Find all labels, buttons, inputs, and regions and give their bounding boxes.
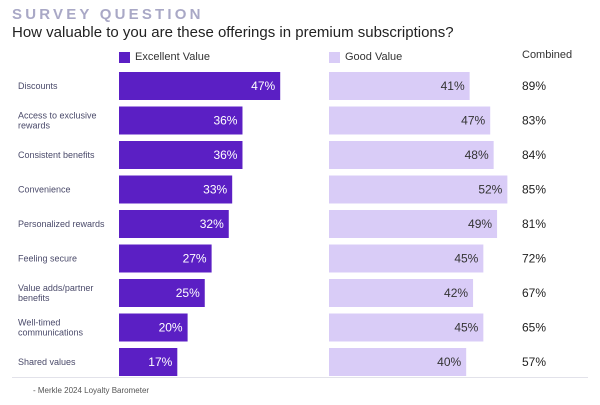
bar-good-label: 41% [441, 79, 465, 93]
bar-excellent-label: 33% [203, 183, 227, 197]
category-label: Value adds/partner benefits [18, 283, 93, 303]
category-label: Well-timed communications [18, 318, 84, 338]
combined-value: 67% [522, 286, 546, 300]
bar-good-label: 40% [437, 355, 461, 369]
bar-excellent [119, 279, 205, 307]
bar-excellent-label: 32% [200, 217, 224, 231]
bar-good [329, 244, 484, 273]
combined-value: 57% [522, 355, 546, 369]
combined-value: 85% [522, 183, 546, 197]
legend-excellent-label: Excellent Value [135, 51, 211, 63]
category-label: Shared values [18, 357, 76, 367]
survey-question: How valuable to you are these offerings … [12, 24, 454, 41]
bar-excellent [119, 106, 243, 135]
bar-good [329, 141, 494, 169]
bar-good [329, 210, 498, 238]
bar-excellent [119, 348, 178, 376]
bar-good [329, 313, 484, 342]
legend-good-label: Good Value [345, 51, 403, 63]
source-note: - Merkle 2024 Loyalty Barometer [33, 386, 150, 395]
category-label: Access to exclusive rewards [18, 111, 97, 131]
combined-value: 83% [522, 114, 546, 128]
category-label: Personalized rewards [18, 219, 105, 229]
bar-good [329, 279, 474, 307]
legend-good-swatch [329, 51, 340, 63]
bar-good-label: 47% [461, 114, 485, 128]
legend-excellent: Excellent Value [119, 49, 210, 65]
bar-excellent-label: 17% [148, 355, 172, 369]
bar-good-label: 45% [454, 252, 478, 266]
bar-excellent [119, 244, 212, 273]
legend-good: Good Value [329, 49, 402, 65]
combined-header: Combined [522, 49, 573, 61]
bar-excellent [119, 313, 188, 342]
legend-excellent-swatch [119, 51, 130, 63]
category-label: Discounts [18, 81, 58, 91]
bar-excellent [119, 210, 229, 238]
category-label: Feeling secure [18, 254, 77, 264]
bar-good-label: 52% [478, 183, 502, 197]
bar-good [329, 175, 508, 204]
bar-good [329, 348, 467, 376]
footer-divider [12, 377, 588, 378]
bar-good-label: 42% [444, 286, 468, 300]
category-label: Convenience [18, 185, 71, 195]
survey-kicker: SURVEY QUESTION [12, 6, 204, 23]
bar-chart: Discounts 47% 41% 89% Access to exclusive rew… [18, 72, 546, 376]
combined-value: 84% [522, 148, 546, 162]
bar-excellent-label: 27% [183, 252, 207, 266]
bar-excellent-label: 25% [176, 286, 200, 300]
bar-excellent-label: 47% [251, 79, 275, 93]
bar-excellent-label: 36% [213, 148, 237, 162]
combined-value: 81% [522, 217, 546, 231]
category-label: Consistent benefits [18, 150, 95, 160]
combined-value: 89% [522, 79, 546, 93]
bar-excellent-label: 36% [213, 114, 237, 128]
bar-excellent-label: 20% [159, 321, 183, 335]
combined-value: 72% [522, 252, 546, 266]
bar-good [329, 106, 491, 135]
bar-good-label: 49% [468, 217, 492, 231]
bar-good-label: 48% [465, 148, 489, 162]
bar-good [329, 72, 470, 100]
combined-value: 65% [522, 321, 546, 335]
bar-good-label: 45% [454, 321, 478, 335]
bar-excellent [119, 141, 243, 169]
bar-excellent [119, 72, 281, 100]
bar-excellent [119, 175, 233, 204]
